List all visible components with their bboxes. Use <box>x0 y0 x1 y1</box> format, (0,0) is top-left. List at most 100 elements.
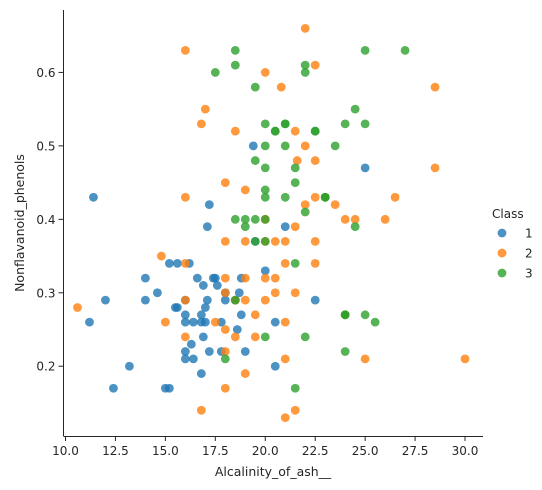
data-point-class-1 <box>180 317 190 327</box>
data-point-class-2 <box>196 405 206 415</box>
data-point-class-3 <box>280 119 290 129</box>
legend-label-class-2: 2 <box>525 247 533 261</box>
x-tick-label: 20.0 <box>252 444 279 458</box>
data-point-class-3 <box>290 163 300 173</box>
data-point-class-3 <box>280 141 290 151</box>
data-point-class-1 <box>204 200 214 210</box>
data-point-class-3 <box>340 347 350 356</box>
data-point-class-2 <box>180 332 190 342</box>
data-point-class-2 <box>260 295 270 305</box>
data-point-class-3 <box>230 60 240 70</box>
x-tick-label: 22.5 <box>302 444 329 458</box>
data-point-class-3 <box>250 156 260 165</box>
data-point-class-3 <box>250 236 260 246</box>
data-point-class-3 <box>400 46 410 55</box>
data-point-class-2 <box>260 273 270 283</box>
data-point-class-1 <box>141 273 150 283</box>
data-point-class-3 <box>290 383 300 393</box>
data-point-class-2 <box>310 192 320 202</box>
data-point-class-1 <box>270 317 280 327</box>
data-point-class-2 <box>210 317 220 327</box>
data-point-class-3 <box>320 192 330 202</box>
data-point-class-2 <box>292 156 302 165</box>
data-point-class-3 <box>330 141 340 151</box>
data-point-class-2 <box>360 354 370 364</box>
data-point-class-3 <box>260 214 270 224</box>
data-point-class-2 <box>390 192 400 202</box>
data-point-class-3 <box>360 119 370 129</box>
legend-label-class-3: 3 <box>525 267 533 281</box>
data-point-class-2 <box>230 126 240 136</box>
y-tick-label: 0.5 <box>36 139 55 153</box>
data-point-class-2 <box>160 317 170 327</box>
data-point-class-1 <box>180 354 190 364</box>
data-point-class-1 <box>240 347 250 356</box>
data-point-class-2 <box>350 214 360 224</box>
data-point-class-3 <box>310 126 320 136</box>
data-point-class-1 <box>196 310 206 320</box>
data-point-class-2 <box>250 332 260 342</box>
data-point-class-1 <box>180 347 190 356</box>
data-point-class-1 <box>188 354 198 364</box>
legend-label-class-1: 1 <box>525 227 533 241</box>
data-point-class-3 <box>350 222 360 232</box>
data-point-class-1 <box>200 303 210 312</box>
data-point-class-1 <box>141 295 150 305</box>
x-tick-label: 30.0 <box>452 444 479 458</box>
legend-marker-class-3 <box>497 268 507 278</box>
legend-title: Class <box>492 207 524 221</box>
data-point-class-1 <box>360 163 370 173</box>
data-point-class-2 <box>156 251 166 261</box>
data-point-class-2 <box>250 310 260 320</box>
data-point-class-3 <box>250 214 260 224</box>
data-point-class-1 <box>186 339 196 349</box>
data-point-class-3 <box>360 310 370 320</box>
data-point-class-1 <box>200 317 210 327</box>
data-point-class-3 <box>350 104 360 114</box>
data-point-class-1 <box>164 259 174 268</box>
data-point-class-3 <box>260 119 270 129</box>
data-point-class-2 <box>240 185 250 195</box>
data-point-class-2 <box>280 354 290 364</box>
data-point-class-1 <box>188 317 198 327</box>
data-point-class-3 <box>260 185 270 195</box>
data-point-class-2 <box>220 347 230 356</box>
data-point-class-1 <box>280 222 290 232</box>
data-point-class-2 <box>73 303 82 312</box>
data-point-class-1 <box>234 288 244 298</box>
data-point-class-2 <box>300 200 310 210</box>
data-point-class-1 <box>172 259 182 268</box>
data-point-class-2 <box>310 236 320 246</box>
y-tick-label: 0.3 <box>36 286 55 300</box>
data-point-class-3 <box>300 207 310 217</box>
data-point-class-2 <box>240 236 250 246</box>
data-point-class-2 <box>240 295 250 305</box>
data-point-class-3 <box>370 317 380 327</box>
data-point-class-3 <box>290 178 300 188</box>
data-point-class-1 <box>109 383 118 393</box>
data-point-class-1 <box>236 310 246 320</box>
data-point-class-1 <box>202 295 212 305</box>
data-point-class-3 <box>340 119 350 129</box>
x-tick-label: 12.5 <box>102 444 129 458</box>
data-point-class-2 <box>340 214 350 224</box>
data-point-class-3 <box>240 214 250 224</box>
data-point-class-1 <box>270 361 280 371</box>
data-point-class-2 <box>380 214 390 224</box>
data-point-class-2 <box>230 332 240 342</box>
points-layer <box>73 23 470 423</box>
data-point-class-2 <box>260 68 270 77</box>
y-tick-label: 0.6 <box>36 66 55 80</box>
data-point-class-2 <box>220 325 230 334</box>
data-point-class-3 <box>360 46 370 55</box>
data-point-class-2 <box>330 200 340 210</box>
x-tick-label: 15.0 <box>152 444 179 458</box>
data-point-class-2 <box>310 60 320 70</box>
data-point-class-2 <box>240 273 250 283</box>
data-point-class-1 <box>260 266 270 276</box>
data-point-class-1 <box>192 273 202 283</box>
y-axis-label: Nonflavanoid_phenols <box>12 154 27 292</box>
data-point-class-2 <box>240 369 250 378</box>
